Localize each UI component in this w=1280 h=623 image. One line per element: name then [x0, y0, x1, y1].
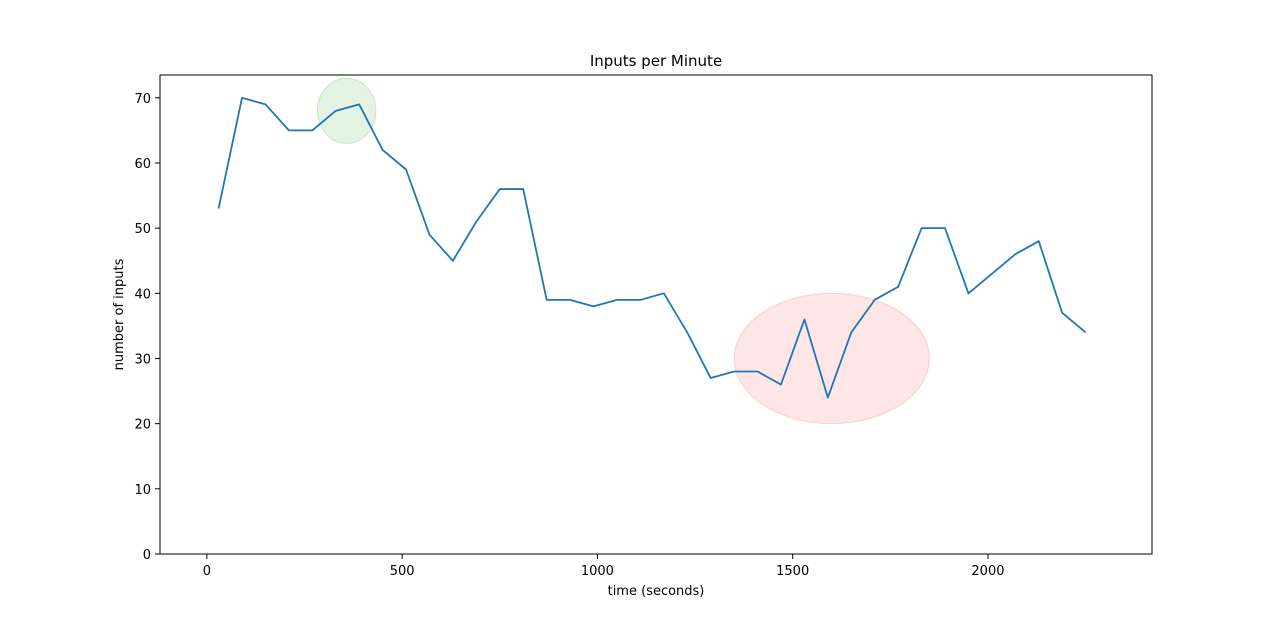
series-layer [217, 96, 1087, 399]
data-point [475, 221, 477, 223]
data-point [663, 292, 665, 294]
data-point [428, 234, 430, 236]
y-tick-label: 70 [134, 92, 151, 107]
x-tick-label: 1000 [581, 564, 614, 579]
data-point [522, 188, 524, 190]
y-tick-label: 40 [134, 287, 151, 302]
data-point [944, 227, 946, 229]
data-point [616, 299, 618, 301]
data-point [710, 377, 712, 379]
x-tick-label: 0 [203, 564, 211, 579]
data-point [382, 149, 384, 151]
data-point [1014, 253, 1016, 255]
y-tick-label: 10 [134, 483, 151, 498]
data-point [639, 299, 641, 301]
data-point [405, 168, 407, 170]
data-point [757, 371, 759, 373]
x-axis-label: time (seconds) [608, 584, 705, 599]
y-tick-label: 30 [134, 352, 151, 367]
data-point [1085, 331, 1087, 333]
x-tick-label: 2000 [971, 564, 1004, 579]
data-point [686, 331, 688, 333]
data-point [991, 273, 993, 275]
data-point [311, 129, 313, 131]
data-point [967, 292, 969, 294]
x-axis: 0 500 1000 1500 2000 [203, 554, 1005, 579]
data-point [593, 305, 595, 307]
series-line-1 [217, 96, 1087, 399]
x-tick-label: 1500 [776, 564, 809, 579]
data-point [733, 371, 735, 373]
data-point [569, 299, 571, 301]
y-tick-label: 50 [134, 222, 151, 237]
data-point [288, 129, 290, 131]
data-point [803, 318, 805, 320]
data-point [780, 384, 782, 386]
data-point [874, 299, 876, 301]
annotation-ellipse-2 [733, 292, 930, 425]
annotations-layer [316, 77, 930, 425]
y-tick-label: 0 [143, 548, 151, 563]
chart-title: Inputs per Minute [590, 52, 722, 70]
data-point [897, 286, 899, 288]
data-point [850, 331, 852, 333]
data-point [499, 188, 501, 190]
data-point [546, 299, 548, 301]
data-point [335, 110, 337, 112]
y-tick-label: 20 [134, 418, 151, 433]
y-axis: 0 10 20 30 40 50 60 70 [134, 92, 160, 563]
data-point [358, 103, 360, 105]
data-point [452, 260, 454, 262]
data-point [827, 397, 829, 399]
y-tick-label: 60 [134, 157, 151, 172]
x-tick-label: 500 [390, 564, 415, 579]
data-point [264, 103, 266, 105]
data-point [241, 97, 243, 99]
plot-frame [159, 74, 1153, 555]
annotation-ellipse-1 [316, 77, 377, 144]
data-point [218, 208, 220, 210]
y-axis-label: number of inputs [112, 258, 127, 370]
data-point [1061, 312, 1063, 314]
data-point [1038, 240, 1040, 242]
data-point [921, 227, 923, 229]
